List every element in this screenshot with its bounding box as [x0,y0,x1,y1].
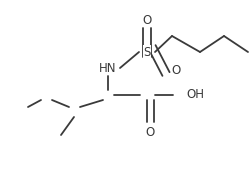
Text: O: O [171,63,181,76]
Text: O: O [145,126,155,139]
Text: S: S [143,45,151,58]
Text: HN: HN [99,62,117,75]
Text: O: O [142,14,152,27]
Text: OH: OH [186,89,204,102]
